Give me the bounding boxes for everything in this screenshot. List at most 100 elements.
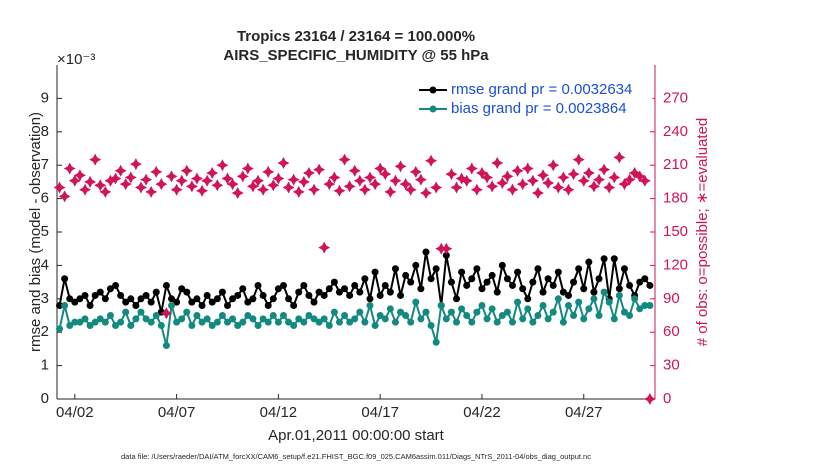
- data-point: [498, 312, 506, 319]
- data-point: [112, 322, 120, 330]
- data-point: [234, 291, 242, 299]
- obs-count-marker: [460, 174, 473, 187]
- obs-count-marker: [425, 154, 438, 167]
- data-point: [356, 288, 364, 296]
- y-tick-label: 5: [41, 223, 49, 240]
- y-tick-label: 2: [41, 323, 49, 340]
- data-point: [539, 288, 547, 296]
- data-point: [346, 318, 354, 326]
- chart-subtitle: AIRS_SPECIFIC_HUMIDITY @ 55 hPa: [223, 47, 489, 64]
- obs-count-marker: [623, 173, 636, 186]
- data-point: [529, 318, 537, 326]
- data-point: [636, 278, 644, 286]
- data-point: [519, 285, 527, 293]
- data-point: [422, 248, 430, 256]
- data-point: [66, 295, 74, 303]
- obs-count-marker: [302, 166, 315, 179]
- data-point: [351, 315, 359, 323]
- y-tick-label: 3: [41, 290, 49, 307]
- obs-count-marker: [445, 168, 458, 181]
- obs-count-marker: [313, 163, 326, 176]
- data-point: [478, 285, 486, 293]
- data-point: [381, 281, 389, 289]
- obs-count-marker: [140, 173, 153, 186]
- data-point: [514, 298, 522, 306]
- data-point: [590, 295, 598, 303]
- obs-count-marker: [114, 164, 127, 177]
- obs-count-marker: [547, 159, 560, 172]
- data-point: [91, 291, 99, 299]
- data-point: [198, 301, 206, 309]
- obs-count-marker: [267, 179, 280, 192]
- data-point: [254, 281, 262, 289]
- data-point: [397, 308, 405, 316]
- obs-count-marker: [537, 169, 550, 182]
- data-point: [442, 251, 450, 259]
- data-point: [234, 322, 242, 330]
- obs-count-marker: [496, 177, 509, 190]
- y-tick-label: 7: [41, 156, 49, 173]
- data-point: [218, 312, 226, 319]
- data-point: [386, 288, 394, 296]
- data-point: [157, 322, 165, 330]
- data-point: [101, 318, 109, 326]
- obs-count-marker: [68, 174, 81, 187]
- obs-count-marker: [409, 165, 422, 178]
- data-point: [529, 278, 537, 286]
- data-point: [117, 318, 125, 326]
- y-axis-label: rmse and bias (model - observation): [27, 112, 44, 352]
- data-point: [610, 315, 618, 323]
- data-point: [188, 298, 196, 306]
- data-point: [580, 315, 588, 323]
- obs-count-marker: [643, 393, 656, 405]
- obs-count-marker: [542, 177, 555, 190]
- obs-count-marker: [257, 183, 270, 196]
- footnote: data file: /Users/raeder/DAI/ATM_forcXX/…: [121, 452, 591, 461]
- legend-marker: [429, 86, 437, 94]
- data-point: [203, 315, 211, 323]
- data-point: [473, 265, 481, 273]
- obs-count-marker: [323, 178, 336, 191]
- data-point: [442, 315, 450, 323]
- data-point: [503, 308, 511, 316]
- data-point: [447, 308, 455, 316]
- data-point: [458, 305, 466, 313]
- data-point: [493, 288, 501, 296]
- data-point: [315, 288, 323, 296]
- data-point: [595, 312, 603, 319]
- data-point: [279, 281, 287, 289]
- data-point: [386, 305, 394, 313]
- data-point: [285, 318, 293, 326]
- obs-count-marker: [430, 181, 443, 194]
- obs-count-marker: [358, 183, 371, 196]
- obs-count-marker: [374, 162, 387, 175]
- obs-count-marker: [165, 170, 178, 183]
- data-point: [290, 301, 298, 309]
- data-point: [330, 308, 338, 316]
- obs-count-marker: [638, 174, 651, 187]
- data-point: [142, 315, 150, 323]
- legend-label: rmse grand pr = 0.0032634: [451, 81, 632, 98]
- data-point: [585, 305, 593, 313]
- obs-count-marker: [582, 166, 595, 179]
- x-tick-label: 04/12: [260, 404, 298, 421]
- data-point: [259, 315, 267, 323]
- data-point: [544, 315, 552, 323]
- data-point: [152, 312, 160, 319]
- data-point: [376, 312, 384, 319]
- obs-count-marker: [94, 179, 107, 192]
- data-point: [198, 318, 206, 326]
- legend-marker: [429, 105, 437, 113]
- data-point: [575, 265, 583, 273]
- data-point: [493, 318, 501, 326]
- obs-count-marker: [450, 181, 463, 194]
- obs-count-marker: [262, 165, 275, 178]
- data-point: [127, 322, 135, 330]
- data-point: [636, 305, 644, 313]
- obs-count-marker: [587, 180, 600, 193]
- data-point: [356, 308, 364, 316]
- obs-count-marker: [363, 171, 376, 184]
- data-point: [559, 288, 567, 296]
- data-point: [600, 288, 608, 296]
- obs-count-marker: [598, 163, 611, 176]
